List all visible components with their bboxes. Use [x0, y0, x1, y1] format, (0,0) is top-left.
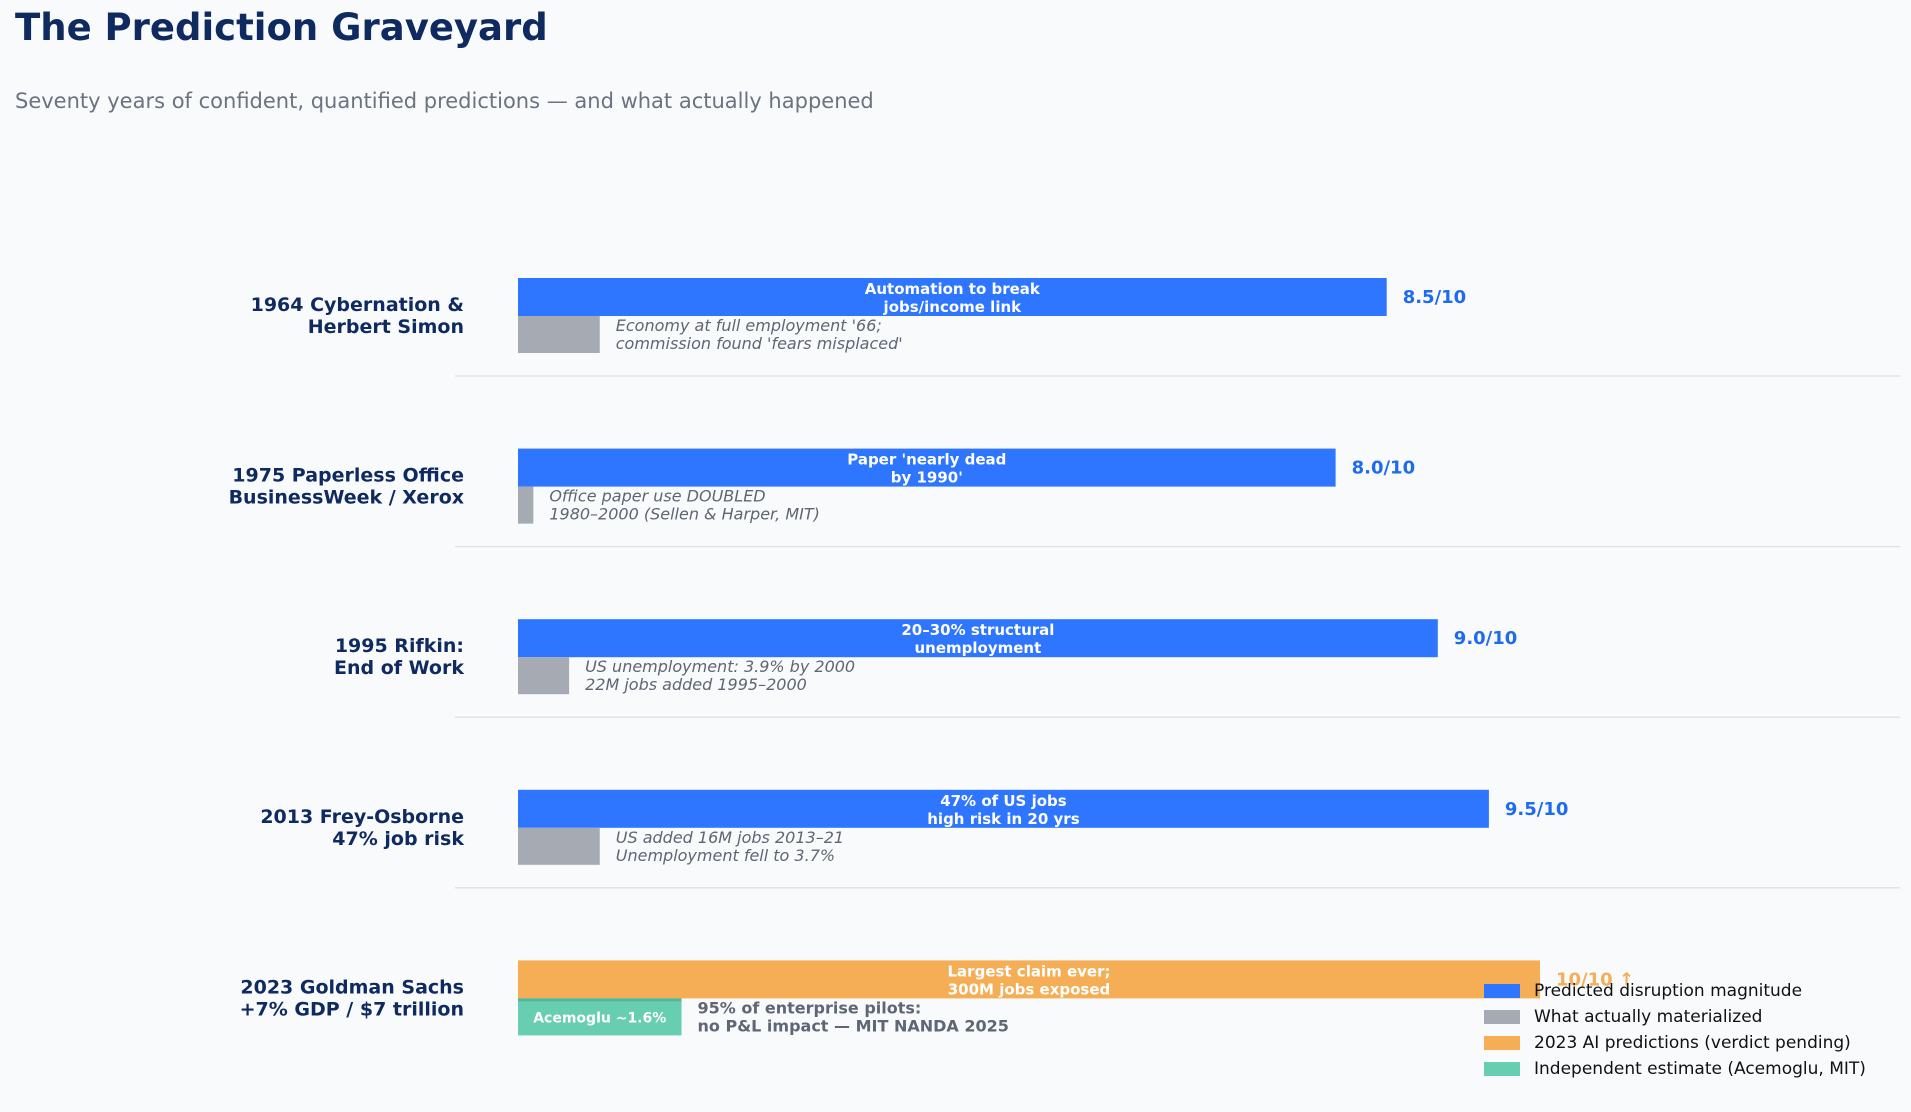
row-label: 2023 Goldman Sachs +7% GDP / $7 trillion — [240, 976, 464, 1020]
legend-item-actual: What actually materialized — [1484, 1004, 1866, 1030]
legend-label-pending: 2023 AI predictions (verdict pending) — [1534, 1033, 1851, 1053]
predicted-bar — [518, 448, 1336, 487]
row-label: 1964 Cybernation & Herbert Simon — [251, 294, 464, 338]
actual-bar — [518, 316, 600, 353]
predicted-bar-label: 47% of US jobs high risk in 20 yrs — [927, 792, 1079, 828]
actual-bar — [518, 486, 534, 524]
predicted-bar-label: 20–30% structural unemployment — [901, 621, 1054, 657]
predicted-bar-label: Paper 'nearly dead by 1990' — [847, 451, 1006, 487]
score-label: 8.5/10 — [1403, 287, 1467, 308]
predicted-bar — [518, 619, 1438, 658]
legend-item-independent: Independent estimate (Acemoglu, MIT) — [1484, 1056, 1866, 1082]
chart-title: The Prediction Graveyard — [15, 6, 548, 49]
legend-swatch-pending — [1484, 1036, 1520, 1050]
predicted-bar-label: Automation to break jobs/income link — [865, 280, 1041, 316]
predicted-bar — [518, 789, 1489, 828]
actual-outcome-text: 95% of enterprise pilots: no P&L impact —… — [698, 998, 1009, 1035]
score-label: 9.5/10 — [1505, 799, 1569, 820]
legend-swatch-independent — [1484, 1062, 1520, 1076]
chart-subtitle: Seventy years of confident, quantified p… — [15, 89, 874, 113]
actual-bar — [518, 998, 682, 1036]
row-label: 1995 Rifkin: End of Work — [334, 635, 464, 679]
row-label: 2013 Frey-Osborne 47% job risk — [260, 806, 464, 850]
actual-bar — [518, 657, 570, 695]
chart-legend: Predicted disruption magnitude What actu… — [1484, 978, 1866, 1082]
actual-outcome-text: Economy at full employment '66; commissio… — [616, 316, 903, 353]
predicted-bar-label: Largest claim ever; 300M jobs exposed — [948, 962, 1111, 998]
actual-outcome-text: US unemployment: 3.9% by 2000 22M jobs ad… — [585, 657, 855, 694]
score-label: 10/10 ↑ — [1556, 969, 1634, 990]
actual-outcome-text: Office paper use DOUBLED 1980–2000 (Selle… — [549, 487, 820, 524]
row-label: 1975 Paperless Office BusinessWeek / Xero… — [229, 465, 464, 509]
legend-swatch-actual — [1484, 1010, 1520, 1024]
actual-bar-label: Acemoglu ~1.6% — [533, 1010, 666, 1026]
predicted-bar — [518, 278, 1387, 316]
actual-outcome-text: US added 16M jobs 2013–21 Unemployment fe… — [616, 828, 844, 865]
legend-label-predicted: Predicted disruption magnitude — [1534, 981, 1803, 1001]
legend-swatch-predicted — [1484, 984, 1520, 998]
actual-bar-edge — [518, 998, 682, 1002]
legend-label-actual: What actually materialized — [1534, 1007, 1763, 1027]
score-label: 8.0/10 — [1352, 458, 1416, 479]
legend-item-pending: 2023 AI predictions (verdict pending) — [1484, 1030, 1866, 1056]
legend-item-predicted: Predicted disruption magnitude — [1484, 978, 1866, 1004]
legend-label-independent: Independent estimate (Acemoglu, MIT) — [1534, 1059, 1866, 1079]
actual-bar — [518, 827, 600, 865]
predicted-bar — [518, 960, 1540, 999]
score-label: 9.0/10 — [1454, 628, 1518, 649]
